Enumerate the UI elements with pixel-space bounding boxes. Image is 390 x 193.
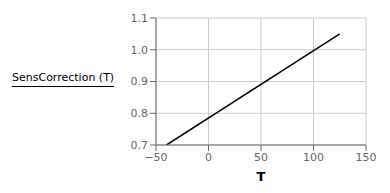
svg-text:100: 100 (303, 151, 324, 164)
svg-text:T: T (257, 169, 266, 184)
svg-text:0: 0 (205, 151, 212, 164)
svg-text:1.0: 1.0 (131, 44, 149, 57)
html-text:SensCorrection (T): SensCorrection (T) (12, 70, 115, 84)
svg-text:0.8: 0.8 (131, 107, 149, 120)
svg-text:150: 150 (356, 151, 377, 164)
svg-text:0.9: 0.9 (131, 75, 149, 88)
svg-text:50: 50 (254, 151, 268, 164)
svg-text:−50: −50 (144, 151, 167, 164)
svg-text:0.7: 0.7 (131, 139, 149, 152)
svg-text:1.1: 1.1 (131, 12, 149, 25)
